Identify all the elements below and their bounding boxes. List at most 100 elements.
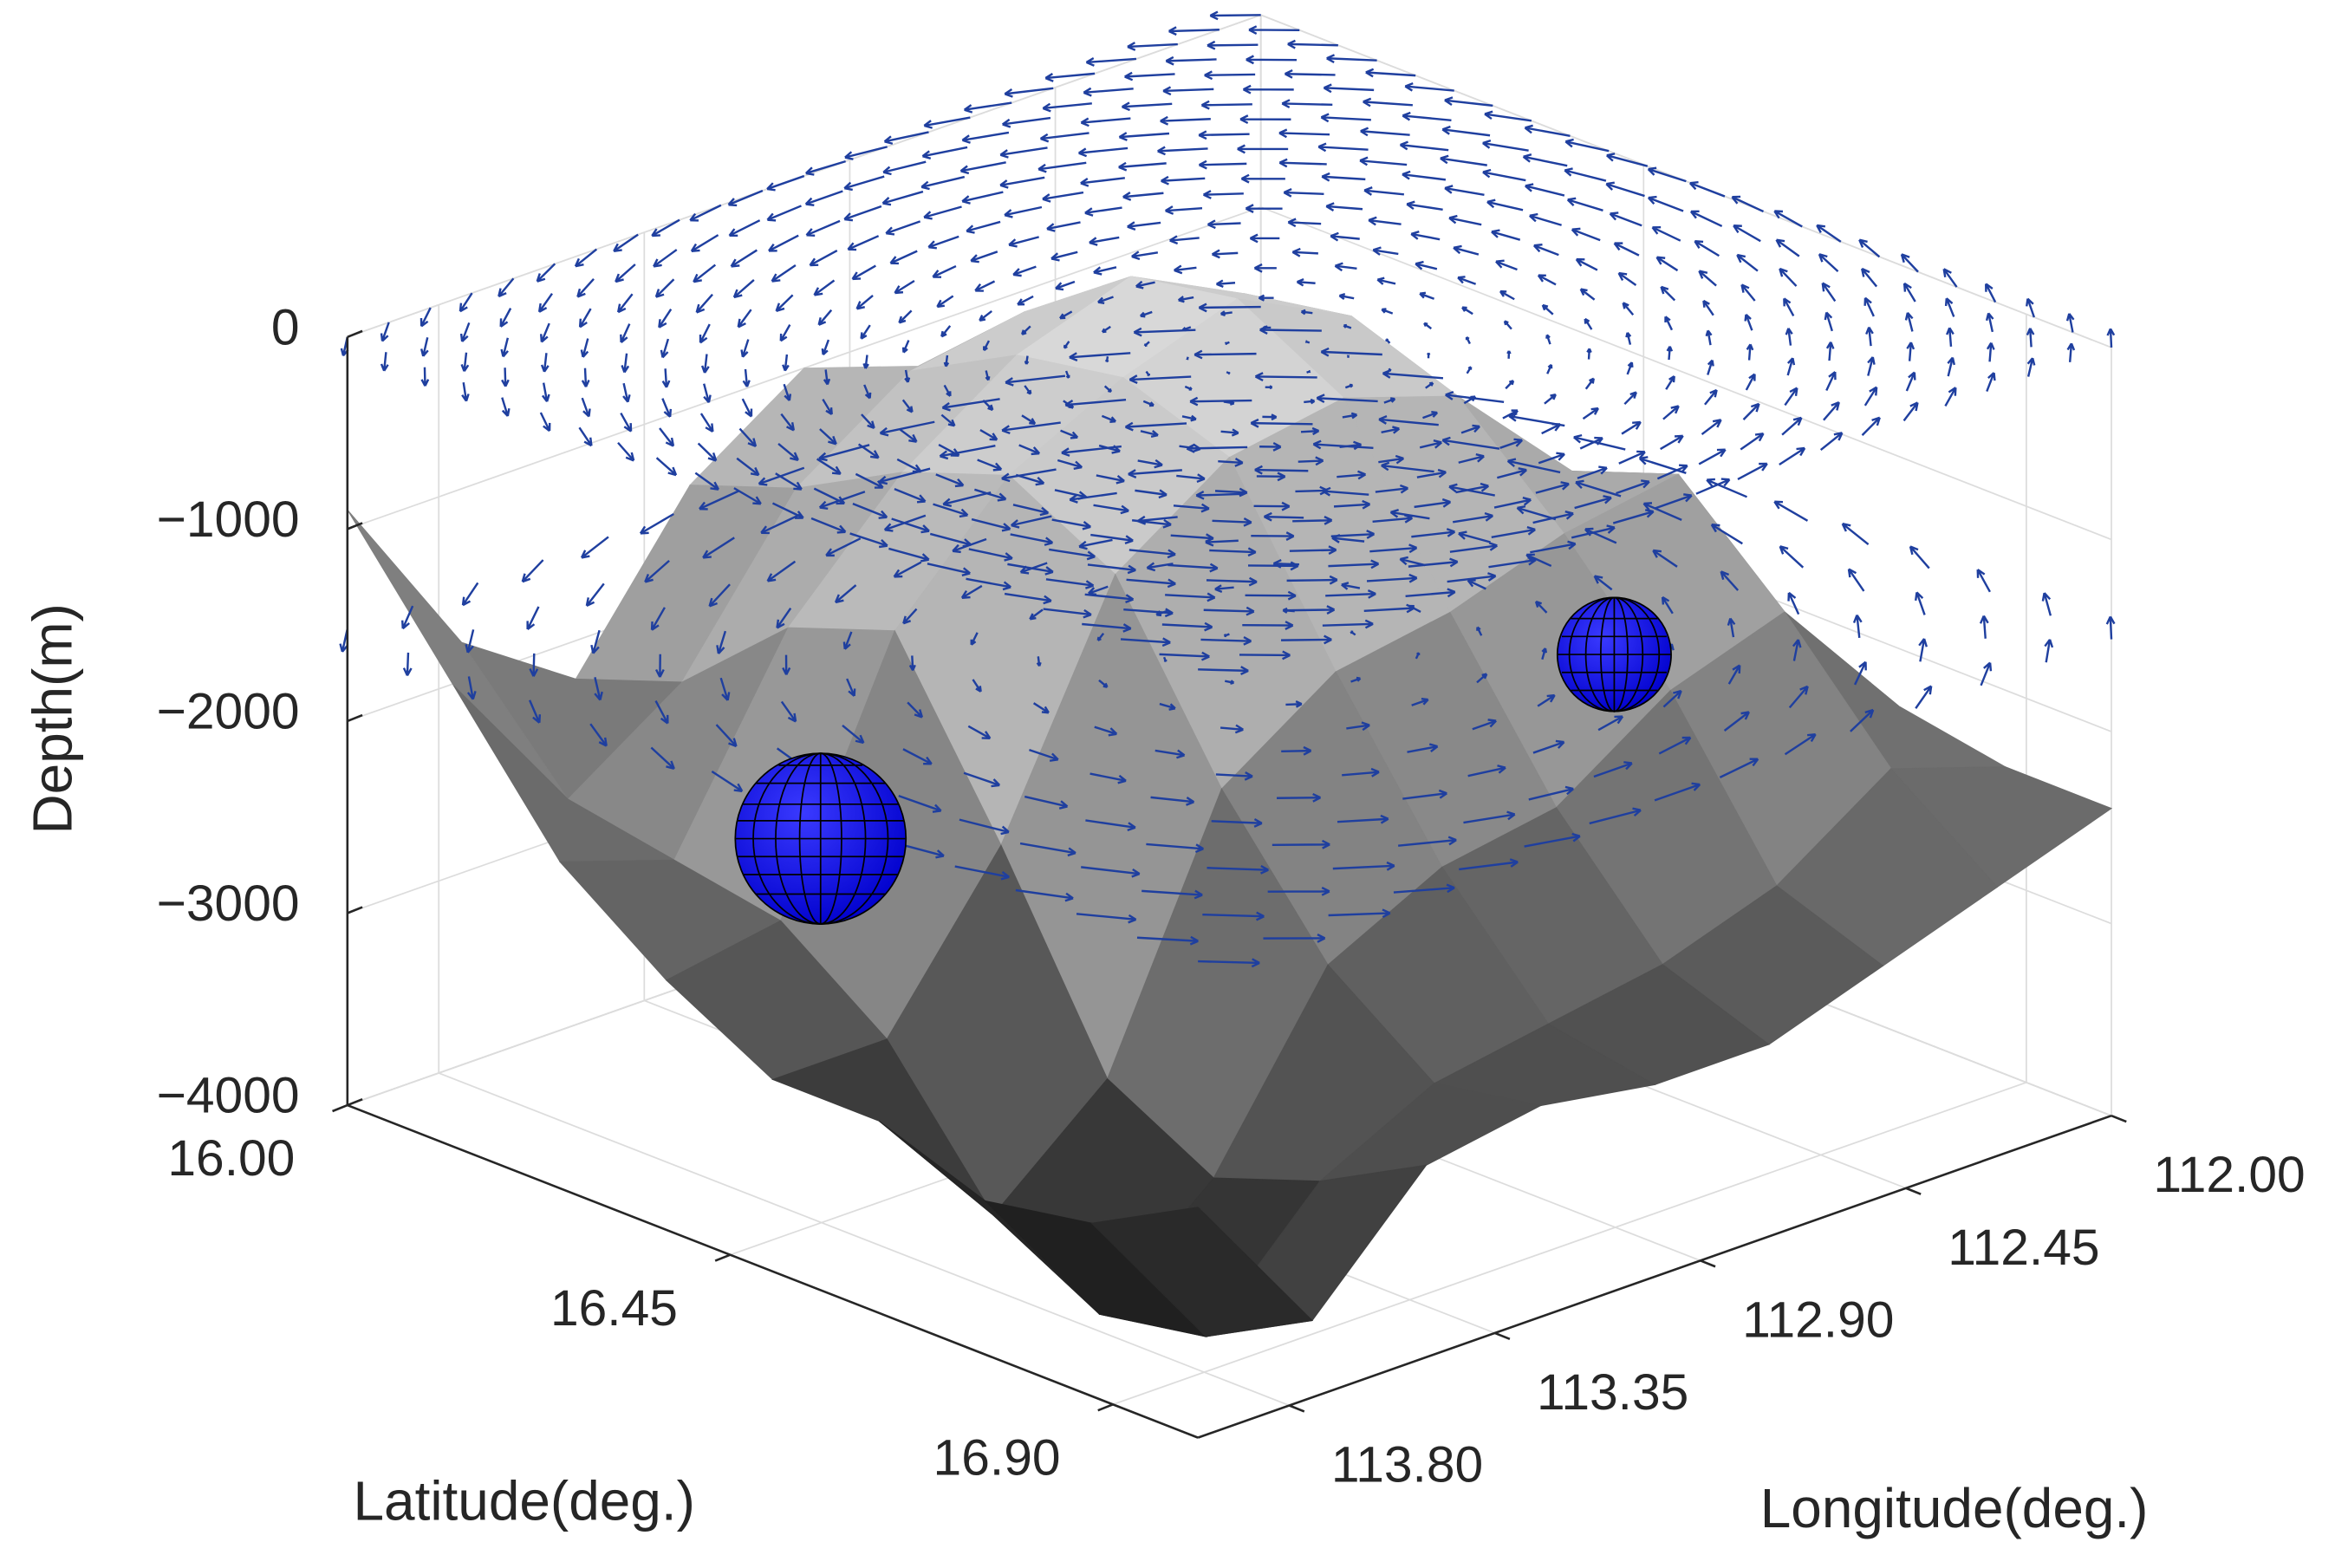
- flow-arrow: [1723, 711, 1751, 732]
- flow-arrow: [1525, 553, 1552, 568]
- flow-arrow: [580, 338, 589, 358]
- flow-arrow: [1398, 836, 1457, 847]
- flow-arrow: [1267, 886, 1330, 896]
- tick-mark: [347, 1097, 363, 1107]
- flow-arrow: [805, 159, 846, 176]
- flow-arrow: [401, 605, 414, 630]
- flow-arrow: [1368, 216, 1402, 226]
- flow-arrow: [1863, 296, 1875, 317]
- flow-arrow: [1976, 569, 1991, 593]
- flow-arrow: [972, 679, 982, 693]
- flow-arrow: [528, 699, 542, 724]
- flow-arrow: [1508, 413, 1565, 427]
- flow-arrow: [1655, 256, 1679, 272]
- flow-arrow: [730, 249, 758, 268]
- flow-arrow: [590, 629, 601, 654]
- flow-arrow: [1284, 68, 1336, 79]
- flow-arrow: [1320, 113, 1371, 123]
- flow-arrow: [727, 189, 764, 207]
- flow-arrow: [639, 512, 674, 535]
- flow-arrow: [1278, 128, 1330, 139]
- flow-arrow: [1090, 533, 1134, 545]
- flow-arrow: [1499, 290, 1515, 301]
- flow-arrow: [1220, 428, 1239, 437]
- surface-layer: [347, 276, 2113, 1337]
- flow-arrow: [2026, 297, 2036, 318]
- flow-arrow: [777, 443, 799, 461]
- flow-arrow: [540, 353, 550, 373]
- flow-arrow: [1145, 370, 1151, 377]
- flow-arrow: [1493, 496, 1532, 509]
- flow-arrow: [1652, 549, 1678, 568]
- flow-arrow: [822, 399, 833, 415]
- flow-arrow: [1727, 664, 1741, 685]
- flow-arrow: [1900, 253, 1919, 273]
- flow-arrow: [1127, 42, 1178, 51]
- flow-arrow: [1584, 317, 1593, 330]
- flow-arrow: [1706, 478, 1747, 498]
- flow-arrow: [1448, 214, 1482, 226]
- flow-arrow: [1214, 487, 1248, 498]
- z-tick-label: 0: [271, 299, 300, 355]
- flow-arrow: [1140, 430, 1159, 439]
- flow-arrow: [971, 517, 1011, 532]
- flow-arrow: [1240, 173, 1285, 184]
- flow-arrow: [1253, 501, 1291, 511]
- flow-arrow: [1688, 180, 1726, 198]
- flow-arrow: [1051, 518, 1091, 530]
- flow-arrow: [1139, 310, 1153, 318]
- flow-arrow: [1476, 626, 1483, 636]
- flow-arrow: [1613, 242, 1640, 257]
- flow-arrow: [1573, 433, 1626, 451]
- flow-arrow: [1985, 283, 1997, 303]
- flow-arrow: [1206, 576, 1258, 587]
- flow-arrow: [780, 413, 796, 432]
- flow-arrow: [1495, 259, 1518, 271]
- flow-arrow: [1202, 190, 1244, 199]
- flow-arrow: [1482, 168, 1526, 182]
- flow-arrow: [1211, 818, 1263, 828]
- flow-arrow: [1720, 570, 1740, 591]
- flow-arrow: [883, 131, 929, 145]
- flow-arrow: [1146, 562, 1174, 572]
- flow-arrow: [1128, 549, 1176, 559]
- flow-arrow: [536, 263, 556, 283]
- flow-arrow: [1861, 416, 1881, 436]
- flow-arrow: [818, 491, 866, 510]
- flow-arrow: [923, 205, 962, 220]
- flow-arrow: [1363, 186, 1404, 196]
- y-tick-label: 112.45: [1948, 1220, 2099, 1276]
- flow-arrow: [1915, 685, 1933, 709]
- flow-arrow: [1004, 592, 1052, 605]
- flow-arrow: [1019, 562, 1048, 575]
- flow-arrow: [805, 219, 841, 237]
- flow-arrow: [1008, 236, 1039, 248]
- flow-arrow: [1522, 153, 1568, 167]
- flow-arrow: [1853, 660, 1867, 686]
- flow-arrow: [891, 517, 930, 534]
- flow-arrow: [1788, 685, 1809, 709]
- flow-arrow: [460, 352, 470, 373]
- flow-arrow: [741, 398, 753, 418]
- flow-arrow: [1089, 772, 1127, 784]
- flow-arrow: [1093, 266, 1117, 276]
- flow-arrow: [1918, 638, 1928, 662]
- flow-arrow: [1043, 608, 1092, 619]
- flow-arrow: [1083, 87, 1134, 97]
- flow-arrow: [1605, 153, 1649, 167]
- x-tick-label: 16.45: [550, 1280, 678, 1337]
- flow-arrow: [1300, 426, 1320, 436]
- flow-arrow: [901, 399, 914, 413]
- flow-arrow: [1689, 210, 1723, 228]
- flow-arrow: [1529, 212, 1562, 226]
- flow-arrow: [1333, 499, 1371, 510]
- flow-arrow: [2105, 615, 2116, 640]
- flow-arrow: [943, 384, 952, 397]
- flow-arrow: [1258, 294, 1274, 302]
- flow-arrow: [843, 175, 885, 192]
- flow-arrow: [651, 218, 680, 237]
- flow-arrow: [1198, 958, 1260, 968]
- flow-arrow: [1105, 356, 1109, 363]
- flow-arrow: [1366, 573, 1418, 583]
- flow-arrow: [1205, 537, 1239, 547]
